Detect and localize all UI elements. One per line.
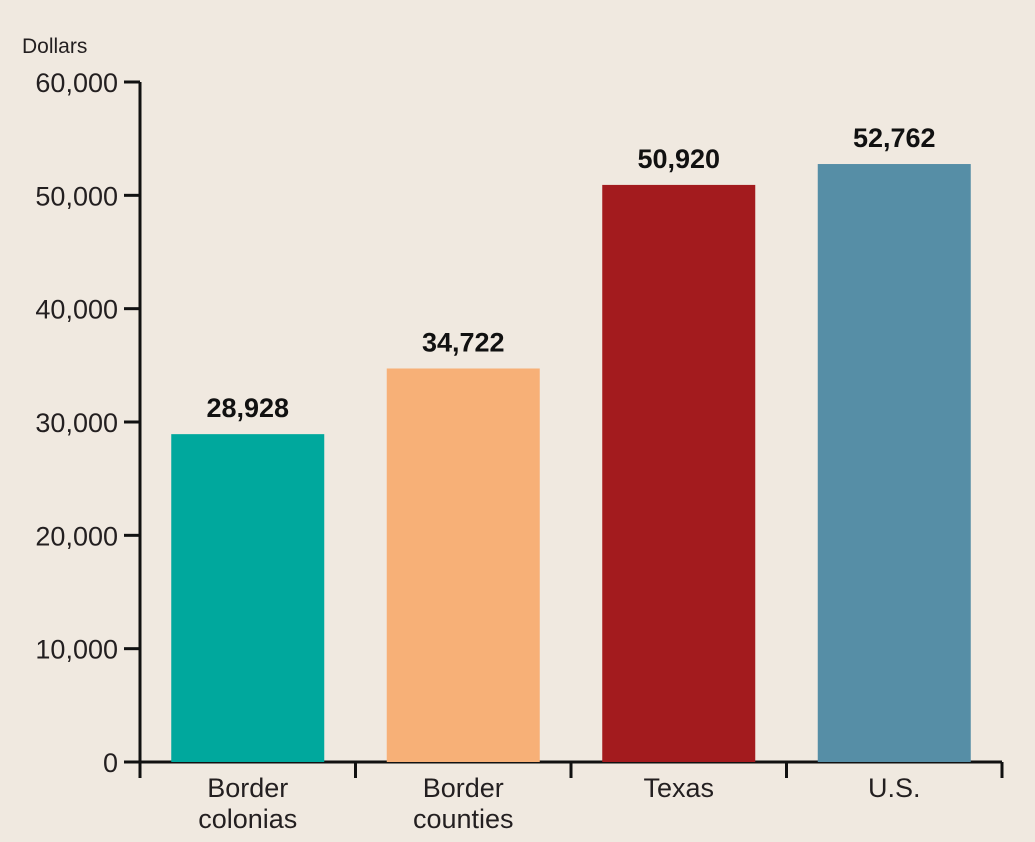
bar (817, 164, 971, 763)
bar-value-label: 34,722 (422, 327, 505, 357)
bar-value-label: 50,920 (637, 144, 720, 174)
x-category-label: Border colonias (198, 773, 297, 834)
x-category-label: Texas (643, 773, 714, 803)
bar-value-label: 28,928 (206, 393, 289, 423)
y-tick-label: 50,000 (35, 181, 118, 211)
bars-group (171, 164, 971, 763)
y-tick-label: 20,000 (35, 521, 118, 551)
bar (602, 184, 756, 762)
bar (386, 368, 540, 762)
y-tick-label: 0 (103, 748, 118, 778)
y-tick-label: 60,000 (35, 68, 118, 98)
y-tick-label: 40,000 (35, 295, 118, 325)
y-tick-label: 30,000 (35, 408, 118, 438)
value-labels-group: 28,928 34,722 50,920 52,762 (206, 123, 935, 423)
category-labels-group: Border colonias Border counties Texas U.S. (198, 773, 920, 834)
y-axis: 0 10,000 20,000 30,000 40,000 50,000 60,000 (35, 68, 142, 778)
bar-value-label: 52,762 (853, 123, 936, 153)
y-tick-label: 10,000 (35, 635, 118, 665)
bar (171, 434, 325, 762)
y-axis-unit-label: Dollars (22, 35, 87, 58)
x-category-label: U.S. (868, 773, 921, 803)
x-category-label: Border counties (413, 773, 514, 834)
